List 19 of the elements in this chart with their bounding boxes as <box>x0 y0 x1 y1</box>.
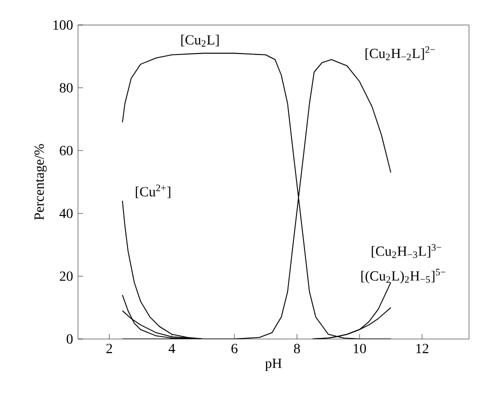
y-axis-title: Percentage/% <box>34 144 47 220</box>
series-label: [Cu$^{2+}$] <box>136 184 170 198</box>
x-tick-label: 12 <box>416 344 428 354</box>
x-axis-title: pH <box>265 358 282 371</box>
x-tick-label: 8 <box>294 344 300 354</box>
y-tick-label: 60 <box>60 146 73 156</box>
x-tick-label: 2 <box>106 344 112 354</box>
annotation: [(Cu$_{2}$L)$_{2}$H$_{−5}$]$^{5−}$ <box>361 268 446 284</box>
y-tick-label: 40 <box>59 208 73 218</box>
y-tick-label: 20 <box>60 271 73 281</box>
y-tick-label: 80 <box>60 83 73 93</box>
series-label: [Cu$_{2}$L] <box>181 34 219 47</box>
y-tick-label: 100 <box>53 20 73 30</box>
y-tick-label: 0 <box>66 334 73 344</box>
x-tick-label: 10 <box>354 344 366 354</box>
series-label: [Cu$_{2}$H$_{−2}$L]$^{2−}$ <box>366 46 435 60</box>
x-tick-label: 4 <box>168 344 176 354</box>
x-tick-label: 6 <box>232 344 238 354</box>
annotation: [Cu$_{2}$H$_{−3}$L]$^{3−}$ <box>372 244 442 258</box>
